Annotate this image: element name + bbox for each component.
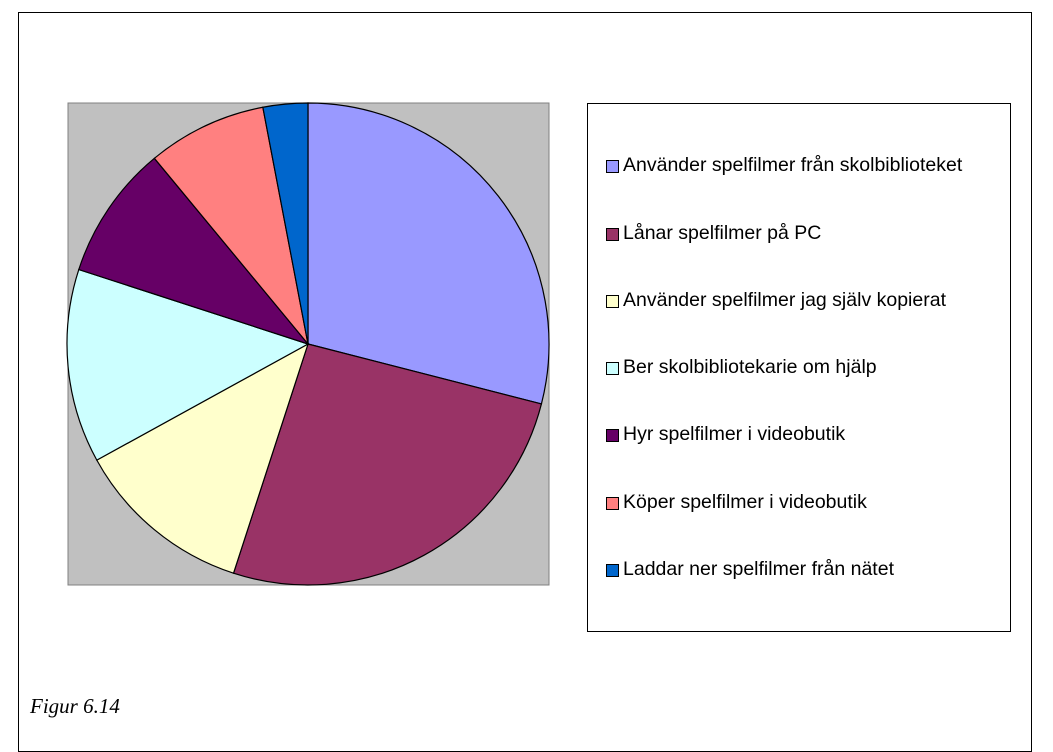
legend-label: Använder spelfilmer jag själv kopierat xyxy=(623,288,946,311)
legend-item: Köper spelfilmer i videobutik xyxy=(606,489,1010,516)
legend-label: Hyr spelfilmer i videobutik xyxy=(623,423,846,446)
pie-slice xyxy=(262,102,309,345)
legend-label: Lånar spelfilmer på PC xyxy=(623,221,822,244)
legend-swatch xyxy=(606,294,619,308)
page: Använder spelfilmer från skolbiblioteket… xyxy=(18,12,1032,752)
legend-item: Laddar ner spelfilmer från nätet xyxy=(606,556,1010,583)
pie-slice xyxy=(232,343,543,586)
legend-swatch xyxy=(606,429,619,443)
legend-item: Hyr spelfilmer i videobutik xyxy=(606,421,1010,448)
legend-label: Ber skolbibliotekarie om hjälp xyxy=(623,356,877,378)
pie-slice xyxy=(95,342,310,574)
caption: Figur 6.14 xyxy=(30,694,120,718)
legend-item: Använder spelfilmer från skolbiblioteket xyxy=(606,152,1010,179)
legend-swatch xyxy=(606,496,619,510)
pie-slice xyxy=(66,268,310,461)
legend-item: Lånar spelfilmer på PC xyxy=(606,220,1010,247)
legend-label: Köper spelfilmer i videobutik xyxy=(623,490,867,513)
pie-slice xyxy=(307,102,550,405)
legend-item: Använder spelfilmer jag själv kopierat xyxy=(606,287,1010,314)
legend-swatch xyxy=(606,362,619,375)
legend: Använder spelfilmer från skolbiblioteket… xyxy=(587,103,1011,632)
legend-item: Ber skolbibliotekarie om hjälp xyxy=(606,354,1010,381)
legend-label: Laddar ner spelfilmer från nätet xyxy=(623,557,894,580)
pie-slice xyxy=(78,157,310,346)
pie-slice xyxy=(153,106,309,345)
chart xyxy=(66,102,550,586)
legend-swatch xyxy=(606,227,619,241)
legend-label: Använder spelfilmer från skolbiblioteket xyxy=(623,154,963,177)
legend-swatch xyxy=(606,160,619,174)
legend-swatch xyxy=(606,563,619,577)
